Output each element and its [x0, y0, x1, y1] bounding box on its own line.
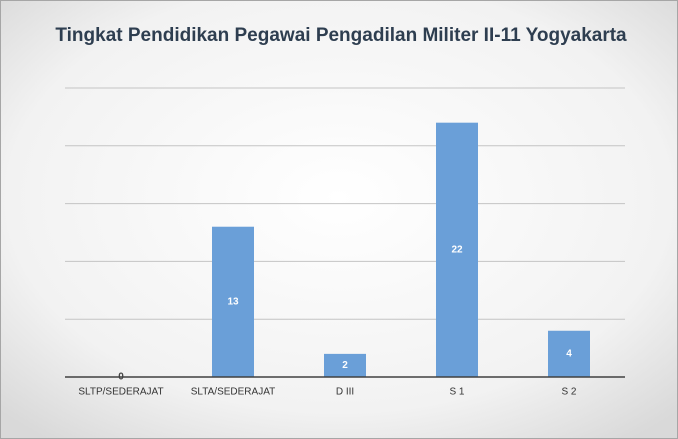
x-tick-label: S 1 — [449, 387, 464, 398]
bar — [436, 122, 478, 378]
bar — [548, 330, 590, 377]
bar — [212, 226, 254, 377]
x-tick-label: D III — [336, 387, 354, 398]
data-label: 2 — [342, 360, 348, 371]
data-label: 13 — [227, 297, 239, 308]
bar — [324, 353, 366, 377]
chart-title: Tingkat Pendidikan Pegawai Pengadilan Mi… — [55, 25, 627, 46]
x-tick-label: SLTA/SEDERAJAT — [191, 387, 275, 398]
data-label: 4 — [566, 349, 572, 360]
x-tick-label: SLTP/SEDERAJAT — [78, 387, 163, 398]
data-label: 22 — [451, 244, 463, 255]
x-tick-label: S 2 — [561, 387, 576, 398]
